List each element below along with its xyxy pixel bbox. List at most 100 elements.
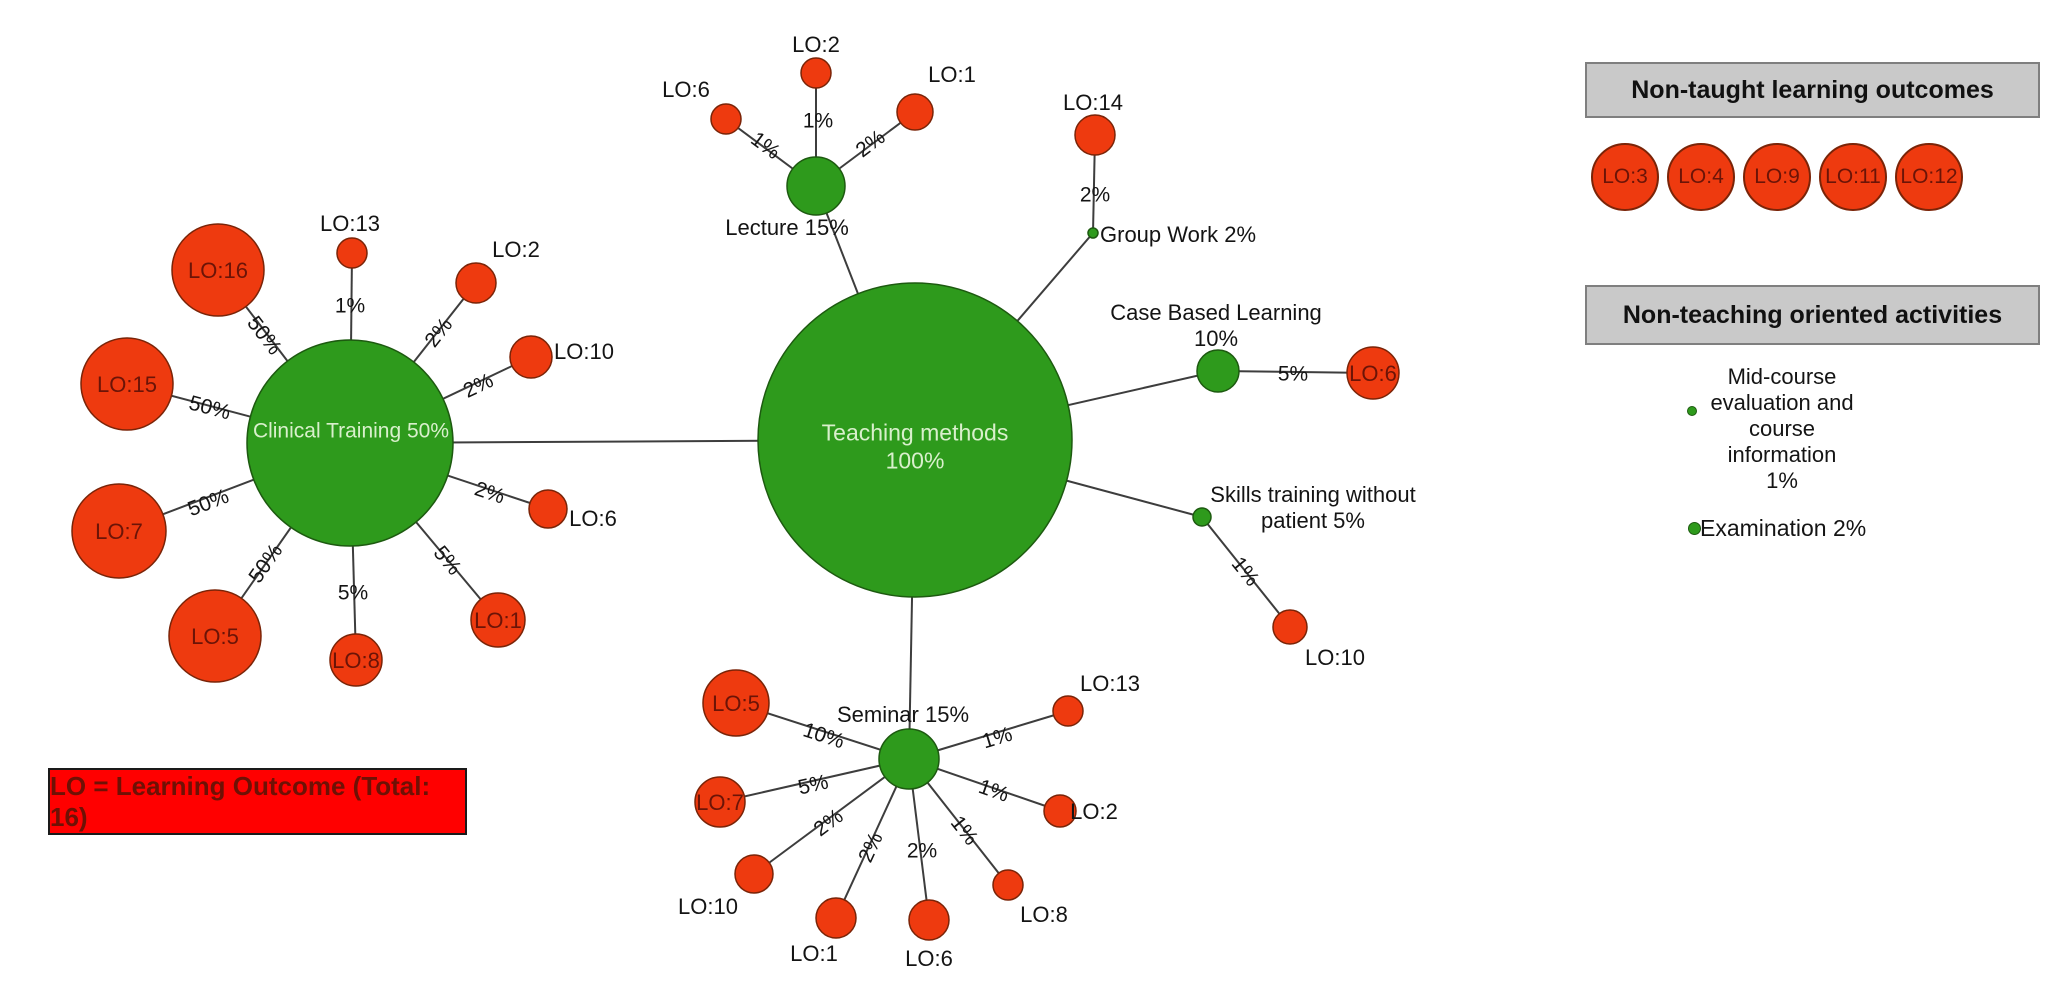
edge-label-se_lo7: 5% bbox=[796, 770, 831, 799]
node-lec_lo6 bbox=[710, 103, 742, 135]
label-lec_lo6: LO:6 bbox=[662, 77, 710, 102]
node-se_lo10 bbox=[734, 854, 774, 894]
label-cbl_lo6: LO:6 bbox=[1349, 361, 1397, 386]
edge-seminar-se_lo10 bbox=[753, 758, 910, 875]
label-lecture: Lecture 15% bbox=[725, 215, 849, 240]
label-cbl: Case Based Learning bbox=[1110, 300, 1322, 325]
node-se_lo5 bbox=[702, 669, 770, 737]
edge-label-se_lo1: 2% bbox=[854, 829, 888, 866]
label-seminar: Seminar 15% bbox=[837, 702, 969, 727]
edge-label-lec_lo1: 2% bbox=[852, 125, 890, 162]
legend-lo-circle: LO:12 bbox=[1895, 143, 1963, 211]
edge-label-cl_lo15: 50% bbox=[186, 391, 233, 424]
legend-lo-circles: LO:3 LO:4 LO:9 LO:11 LO:12 bbox=[1591, 143, 1963, 211]
legend-non-taught-title: Non-taught learning outcomes bbox=[1631, 75, 1994, 104]
legend-lo-circle: LO:3 bbox=[1591, 143, 1659, 211]
edge-label-se_lo8: 1% bbox=[946, 812, 983, 850]
node-seminar bbox=[878, 728, 940, 790]
label-skills: patient 5% bbox=[1261, 508, 1365, 533]
edge-label-sk_lo10: 1% bbox=[1227, 553, 1264, 591]
edge-label-cl_lo8: 5% bbox=[338, 582, 368, 605]
node-cl_lo5 bbox=[168, 589, 262, 683]
node-gw_lo14 bbox=[1074, 114, 1116, 156]
edge-label-lec_lo2: 1% bbox=[803, 110, 833, 133]
edge-label-gw_lo14: 2% bbox=[1080, 184, 1110, 207]
legend-non-taught-header: Non-taught learning outcomes bbox=[1585, 62, 2040, 118]
label-cl_lo2: LO:2 bbox=[492, 237, 540, 262]
edge-skills-sk_lo10 bbox=[1201, 516, 1291, 628]
label-cl_lo10: LO:10 bbox=[554, 339, 614, 364]
edge-label-cl_lo5: 50% bbox=[244, 540, 287, 588]
label-se_lo2: LO:2 bbox=[1070, 799, 1118, 824]
node-skills bbox=[1192, 507, 1212, 527]
edge-label-cl_lo7: 50% bbox=[185, 485, 232, 521]
edge-label-cbl_lo6: 5% bbox=[1278, 362, 1309, 385]
examination-dot-icon bbox=[1688, 522, 1701, 535]
node-cl_lo15 bbox=[80, 337, 174, 431]
label-teaching: Teaching methods bbox=[822, 419, 1009, 445]
node-lec_lo1 bbox=[896, 93, 934, 131]
label-clinical: Clinical Training 50% bbox=[253, 420, 449, 443]
node-se_lo7 bbox=[694, 776, 746, 828]
edge-label-cl_lo13: 1% bbox=[335, 295, 365, 318]
mid-course-dot-icon bbox=[1687, 406, 1697, 416]
node-groupwork bbox=[1087, 227, 1099, 239]
legend-non-teaching-title: Non-teaching oriented activities bbox=[1622, 300, 2003, 329]
node-lecture bbox=[786, 156, 846, 216]
label-se_lo7: LO:7 bbox=[696, 790, 744, 815]
examination-label: Examination 2% bbox=[1700, 515, 1867, 541]
edge-label-se_lo13: 1% bbox=[979, 723, 1015, 754]
legend-non-teaching-header: Non-teaching oriented activities bbox=[1585, 285, 2040, 345]
footnote-text: LO = Learning Outcome (Total: 16) bbox=[50, 770, 431, 832]
label-teaching: 100% bbox=[886, 447, 945, 473]
edge-seminar-se_lo7 bbox=[719, 758, 910, 803]
label-se_lo1: LO:1 bbox=[790, 941, 838, 966]
edge-label-se_lo6: 2% bbox=[907, 840, 937, 863]
label-skills: Skills training without bbox=[1210, 482, 1415, 507]
node-se_lo13 bbox=[1052, 695, 1084, 727]
mid-course-line: Mid-course bbox=[1727, 364, 1837, 389]
label-se_lo13: LO:13 bbox=[1080, 671, 1140, 696]
mid-course-line: 1% bbox=[1766, 468, 1798, 493]
label-groupwork: Group Work 2% bbox=[1100, 222, 1256, 247]
footnote-box: LO = Learning Outcome (Total: 16) bbox=[48, 768, 467, 835]
label-lec_lo2: LO:2 bbox=[792, 32, 840, 57]
label-cbl: 10% bbox=[1194, 326, 1238, 351]
node-clinical bbox=[246, 339, 454, 547]
node-cl_lo8 bbox=[329, 633, 383, 687]
legend-lo-circle: LO:11 bbox=[1819, 143, 1887, 211]
node-cbl bbox=[1196, 349, 1240, 393]
label-cl_lo1: LO:1 bbox=[474, 608, 522, 633]
mid-course-line: evaluation and bbox=[1710, 390, 1854, 415]
label-cl_lo15: LO:15 bbox=[97, 372, 157, 397]
label-se_lo10: LO:10 bbox=[678, 894, 738, 919]
label-cl_lo13: LO:13 bbox=[320, 211, 380, 236]
mid-course-line: course information bbox=[1727, 416, 1837, 467]
node-cl_lo1 bbox=[470, 592, 526, 648]
node-se_lo2 bbox=[1043, 794, 1077, 828]
edge-label-cl_lo10: 2% bbox=[460, 369, 497, 403]
label-cl_lo6: LO:6 bbox=[569, 506, 617, 531]
label-gw_lo14: LO:14 bbox=[1063, 90, 1123, 115]
node-teaching bbox=[757, 282, 1073, 598]
node-cl_lo2 bbox=[455, 262, 497, 304]
node-cl_lo7 bbox=[71, 483, 167, 579]
label-sk_lo10: LO:10 bbox=[1305, 645, 1365, 670]
node-lec_lo2 bbox=[800, 57, 832, 89]
label-se_lo5: LO:5 bbox=[712, 691, 760, 716]
node-cl_lo13 bbox=[336, 237, 368, 269]
label-se_lo8: LO:8 bbox=[1020, 902, 1068, 927]
label-cl_lo8: LO:8 bbox=[332, 648, 380, 673]
node-se_lo8 bbox=[992, 869, 1024, 901]
legend-lo-circle: LO:9 bbox=[1743, 143, 1811, 211]
edge-label-cl_lo6: 2% bbox=[472, 477, 508, 508]
node-cl_lo10 bbox=[509, 335, 553, 379]
node-se_lo6 bbox=[908, 899, 950, 941]
label-cl_lo16: LO:16 bbox=[188, 258, 248, 283]
node-cl_lo6 bbox=[528, 489, 568, 529]
label-cl_lo7: LO:7 bbox=[95, 519, 143, 544]
node-cbl_lo6 bbox=[1346, 346, 1400, 400]
edge-label-se_lo2: 1% bbox=[976, 775, 1012, 807]
